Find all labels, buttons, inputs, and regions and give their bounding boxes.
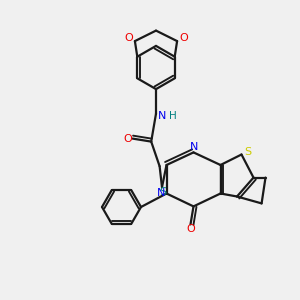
Text: N: N <box>157 188 165 199</box>
Text: O: O <box>124 134 133 144</box>
Text: N: N <box>190 142 198 152</box>
Text: O: O <box>124 33 133 43</box>
Text: S: S <box>244 146 252 157</box>
Text: S: S <box>159 187 166 197</box>
Text: O: O <box>179 33 188 43</box>
Text: N: N <box>158 111 166 121</box>
Text: H: H <box>169 111 177 121</box>
Text: O: O <box>186 224 195 234</box>
